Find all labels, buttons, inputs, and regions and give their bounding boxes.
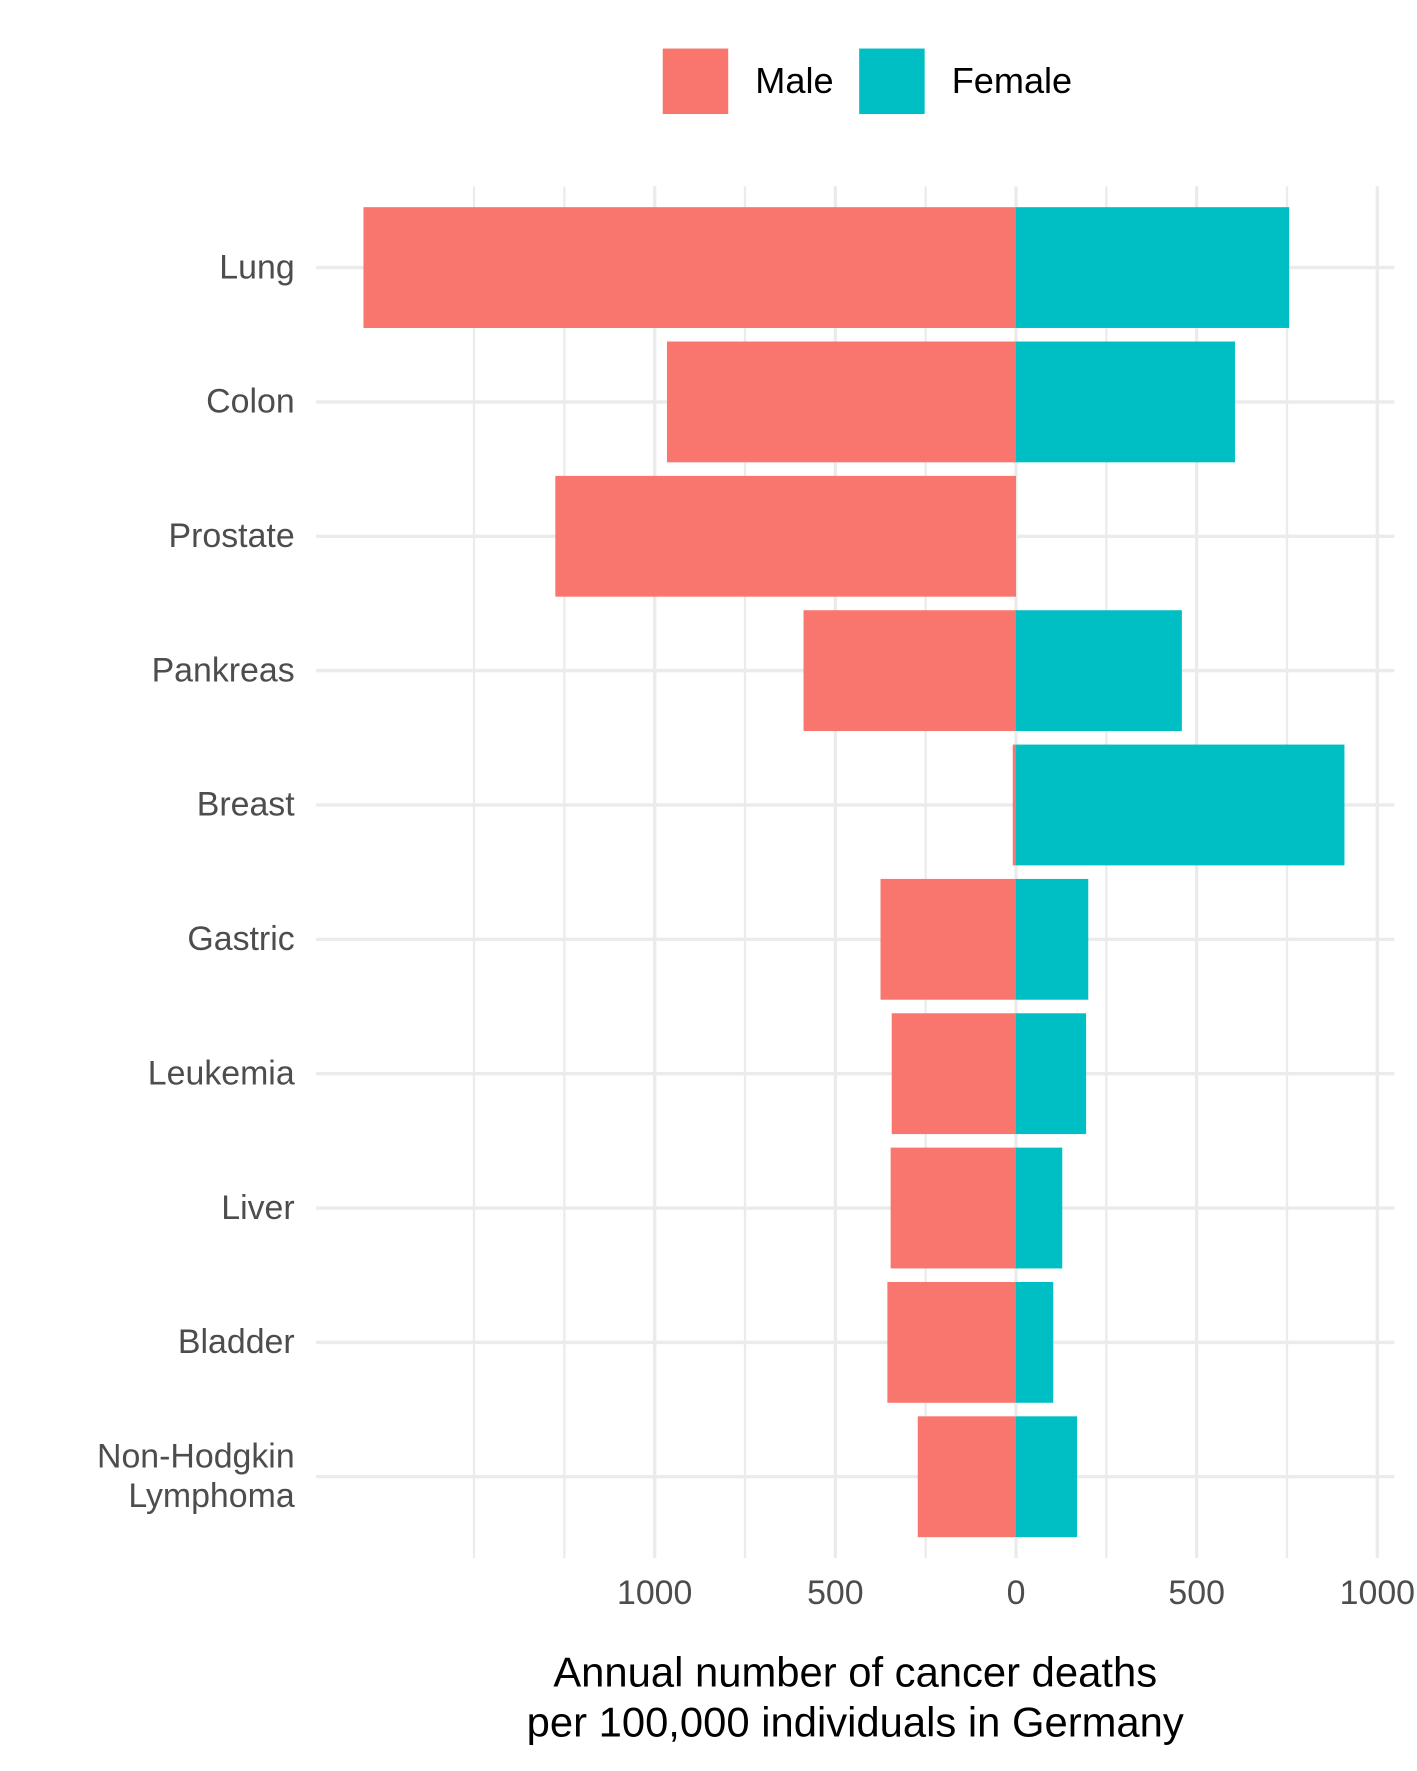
y-tick-label: Colon <box>206 383 295 421</box>
y-tick-label: Lung <box>219 248 295 287</box>
bar <box>887 1281 1017 1403</box>
legend-swatch <box>662 48 729 115</box>
bar <box>891 1013 1017 1135</box>
bar <box>1016 610 1182 732</box>
legend-label: Female <box>952 60 1072 101</box>
x-tick-label: 500 <box>807 1574 864 1612</box>
bar <box>1016 1147 1063 1269</box>
y-tick-label: Bladder <box>177 1323 295 1362</box>
bar <box>666 341 1017 463</box>
bar <box>1016 1416 1078 1538</box>
bar <box>1016 207 1290 328</box>
bar <box>1016 1013 1087 1135</box>
x-tick-label: 0 <box>1007 1574 1026 1612</box>
bar <box>555 475 1017 597</box>
bar <box>1016 878 1089 1000</box>
bar <box>363 207 1017 328</box>
bar <box>1012 744 1017 866</box>
legend-swatch <box>859 48 925 115</box>
bar <box>803 610 1017 732</box>
y-tick-label: Prostate <box>168 517 295 555</box>
bar <box>1016 341 1235 463</box>
bar <box>1016 1281 1054 1403</box>
y-tick-label: Non-Hodgkin Lymphoma <box>96 1438 295 1516</box>
bar <box>1016 744 1345 866</box>
x-tick-label: 500 <box>1168 1574 1225 1612</box>
legend-label: Male <box>755 60 833 101</box>
y-tick-label: Liver <box>221 1189 295 1227</box>
bar <box>880 878 1017 1000</box>
bar <box>890 1147 1017 1269</box>
x-axis-title: Annual number of cancer deaths per 100,0… <box>526 1649 1184 1746</box>
bar <box>917 1416 1017 1538</box>
x-tick-label: 1000 <box>1340 1574 1415 1612</box>
y-tick-label: Pankreas <box>151 651 295 690</box>
y-tick-label: Gastric <box>187 920 295 958</box>
x-tick-label: 1000 <box>617 1574 692 1612</box>
y-tick-label: Leukemia <box>147 1055 295 1093</box>
y-tick-label: Breast <box>196 786 295 824</box>
